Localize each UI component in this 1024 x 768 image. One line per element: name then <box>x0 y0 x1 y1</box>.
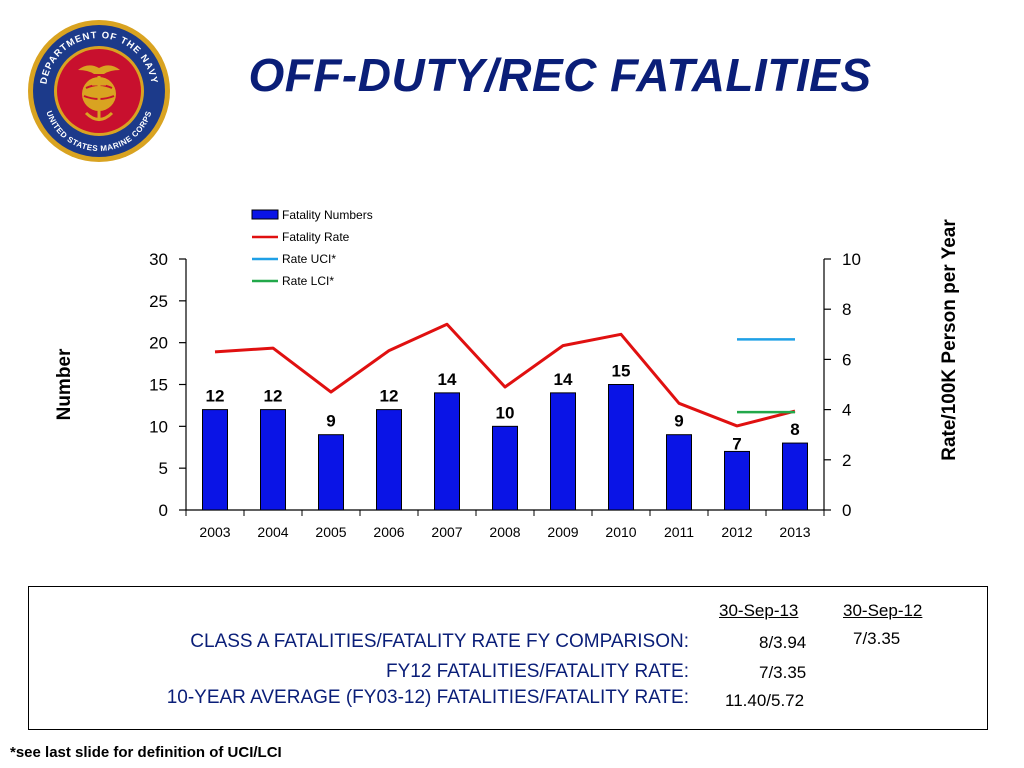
bar <box>376 409 402 511</box>
left-axis-tick-label: 20 <box>149 334 168 353</box>
bar-data-label: 15 <box>612 362 631 381</box>
x-axis-tick-label: 2012 <box>721 524 752 540</box>
x-axis-tick-label: 2007 <box>431 524 462 540</box>
bar-data-label: 9 <box>326 412 335 431</box>
right-axis-tick-label: 2 <box>842 451 851 470</box>
marine-corps-seal: DEPARTMENT OF THE NAVY UNITED STATES MAR… <box>26 18 172 164</box>
left-axis-tick-label: 10 <box>149 417 168 436</box>
left-axis-tick-label: 0 <box>159 501 168 520</box>
right-axis-tick-label: 8 <box>842 300 851 319</box>
row-value-comparison-fy12: 7/3.35 <box>853 629 901 648</box>
bar <box>724 450 750 511</box>
bar <box>492 425 518 511</box>
row-label-fy12: FY12 FATALITIES/FATALITY RATE: <box>385 661 689 682</box>
left-axis-tick-label: 25 <box>149 292 168 311</box>
fatality-rate-line <box>214 322 796 428</box>
legend-entry: Rate LCI* <box>282 274 334 288</box>
row-label-10yr-average: 10-YEAR AVERAGE (FY03-12) FATALITIES/FAT… <box>166 687 689 708</box>
left-axis-tick-label: 5 <box>159 459 168 478</box>
right-axis-tick-label: 6 <box>842 350 851 369</box>
bar <box>608 384 634 511</box>
x-axis-tick-label: 2003 <box>199 524 230 540</box>
row-label-comparison: CLASS A FATALITIES/FATALITY RATE FY COMP… <box>190 631 689 652</box>
footnote: *see last slide for definition of UCI/LC… <box>10 744 282 761</box>
legend-entry: Fatality Numbers <box>282 208 373 222</box>
right-axis-tick-label: 4 <box>842 401 851 420</box>
bar-data-label: 10 <box>496 403 515 422</box>
right-axis-title: Rate/100K Person per Year <box>939 219 960 461</box>
right-axis-tick-label: 10 <box>842 250 861 269</box>
x-axis-tick-label: 2006 <box>373 524 404 540</box>
bar <box>202 409 228 511</box>
left-axis-tick-label: 30 <box>149 250 168 269</box>
row-value-comparison-fy13: 8/3.94 <box>759 633 807 652</box>
x-axis-tick-label: 2004 <box>257 524 288 540</box>
left-axis-title: Number <box>54 348 75 420</box>
bar-data-label: 9 <box>674 412 683 431</box>
x-axis-tick-label: 2010 <box>605 524 636 540</box>
x-axis-tick-label: 2008 <box>489 524 520 540</box>
page-title: OFF-DUTY/REC FATALITIES <box>248 49 872 101</box>
legend-entry: Fatality Rate <box>282 230 350 244</box>
column-header-fy12: 30-Sep-12 <box>843 601 923 620</box>
legend-entry: Rate UCI* <box>282 252 336 266</box>
row-value-10yr-average: 11.40/5.72 <box>725 691 805 710</box>
left-axis-tick-label: 15 <box>149 376 168 395</box>
bar <box>434 392 460 511</box>
bar-data-label: 12 <box>264 387 283 406</box>
legend-swatch-bar <box>251 209 279 220</box>
bar-data-label: 7 <box>732 434 741 453</box>
marine-corps-seal-icon: DEPARTMENT OF THE NAVY UNITED STATES MAR… <box>28 20 170 162</box>
bar <box>782 442 808 511</box>
x-axis-tick-label: 2013 <box>779 524 810 540</box>
column-header-fy13: 30-Sep-13 <box>719 601 799 620</box>
bar-data-label: 8 <box>790 420 799 439</box>
bar-data-label: 12 <box>380 387 399 406</box>
bar-data-label: 14 <box>554 370 573 389</box>
bar-data-label: 12 <box>206 387 225 406</box>
x-axis-tick-label: 2011 <box>664 524 694 540</box>
summary-table: 30-Sep-13 30-Sep-12 CLASS A FATALITIES/F… <box>28 586 988 730</box>
row-value-fy12: 7/3.35 <box>759 663 807 682</box>
right-axis-tick-label: 0 <box>842 501 851 520</box>
bar <box>260 409 286 511</box>
bar-data-label: 14 <box>438 370 457 389</box>
bar <box>666 434 692 511</box>
x-axis-tick-label: 2009 <box>547 524 578 540</box>
x-axis-tick-label: 2005 <box>315 524 346 540</box>
fatalities-chart: 0 5 10 15 20 25 30 0 2 4 6 8 10 2003 2004 2005 2006 2007 2… <box>54 208 960 540</box>
bar <box>550 392 576 511</box>
bar <box>318 434 344 511</box>
